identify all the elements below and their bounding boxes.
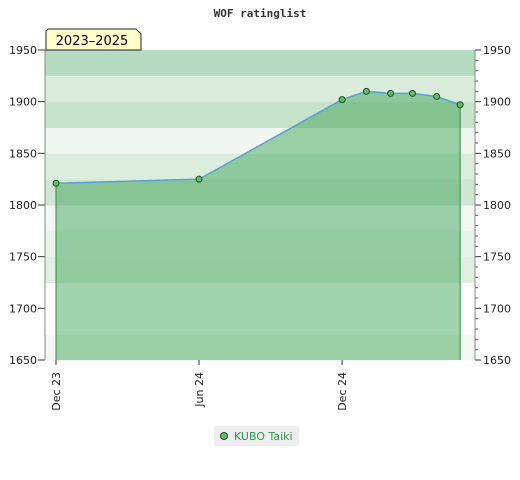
y-tick-label-left: 1800 [9,199,37,212]
season-label: 2023–2025 [56,34,129,49]
y-tick-label-right: 1950 [483,44,511,57]
y-tick-label-left: 1750 [9,251,37,264]
y-tick-label-right: 1650 [483,354,511,367]
y-tick-label-left: 1650 [9,354,37,367]
rating-area-fill [56,91,461,360]
y-tick-label-right: 1700 [483,302,511,315]
series-marks [52,87,464,187]
y-tick-label-left: 1700 [9,302,37,315]
background-band [45,75,475,103]
season-box: 2023–2025 [45,28,142,51]
background-band [45,230,475,258]
axis-ticks [38,49,481,365]
rating-point [338,96,346,104]
x-tick-label: Dec 23 [50,372,63,411]
background-band [45,153,475,180]
axis-labels: 1650 1650 1700 1700 1750 1750 1800 1800 1850 1850… [9,44,511,411]
rating-point [195,175,203,183]
background-band [45,282,475,309]
y-tick-label-right: 1850 [483,147,511,160]
rating-line [55,90,461,185]
rating-point [408,89,416,97]
y-tick-label-right: 1900 [483,96,511,109]
background-band [45,127,475,154]
chart-title: WOF ratinglist [214,7,307,20]
rating-point [433,93,441,100]
y-tick-label-right: 1750 [483,251,511,264]
y-tick-label-left: 1900 [9,96,37,109]
background-band [45,334,475,361]
y-tick-label-right: 1800 [483,199,511,212]
background-band [45,179,475,206]
rating-point [52,179,60,187]
plot-background-bands [45,50,475,361]
background-band [45,205,475,232]
background-band [45,50,475,76]
x-tick-label: Dec 24 [336,372,349,411]
y-tick-label-left: 1850 [9,147,37,160]
x-tick-label: Jun 24 [193,372,206,408]
rating-point [387,89,395,97]
legend-marker-icon [220,432,228,440]
rating-area [55,91,461,360]
legend[interactable]: KUBO Taiki [214,426,299,446]
legend-label: KUBO Taiki [234,429,293,443]
background-band [45,308,475,335]
y-tick-label-left: 1950 [9,44,37,57]
rating-point [362,87,370,95]
rating-point [456,101,464,109]
background-band [45,256,475,283]
background-band [45,101,475,128]
